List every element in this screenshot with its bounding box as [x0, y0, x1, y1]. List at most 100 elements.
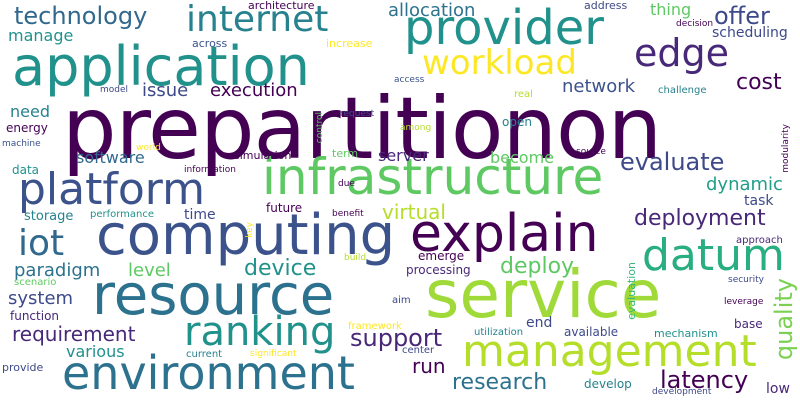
word-increase: increase — [326, 37, 373, 50]
word-real: real — [514, 89, 533, 100]
word-base: base — [734, 317, 763, 331]
word-resource: resource — [92, 263, 335, 328]
word-workload: workload — [422, 43, 577, 83]
word-build: build — [344, 253, 367, 263]
word-internet: internet — [186, 0, 329, 40]
word-paradigm: paradigm — [14, 260, 101, 281]
word-environment: environment — [62, 346, 355, 400]
word-end: end — [526, 315, 553, 331]
word-service: service — [425, 256, 662, 333]
word-virtual: virtual — [382, 200, 446, 224]
word-provide: provide — [2, 361, 44, 374]
word-across: across — [192, 37, 228, 50]
word-become: become — [490, 148, 555, 167]
word-issue: issue — [142, 80, 189, 101]
word-provider: provider — [404, 0, 604, 56]
word-evaluate: evaluate — [620, 148, 725, 176]
word-mechanism: mechanism — [654, 327, 718, 340]
word-explain: explain — [410, 204, 599, 264]
word-cost: cost — [736, 70, 782, 95]
word-ranking: ranking — [184, 309, 336, 355]
word-emerge: emerge — [418, 249, 465, 263]
word-level: level — [128, 260, 171, 281]
word-scenario: scenario — [14, 277, 57, 288]
word-world: world — [136, 143, 161, 153]
word-simulation: simulation — [234, 149, 292, 162]
word-benefit: benefit — [332, 209, 364, 219]
word-task: task — [744, 193, 774, 209]
word-datum: datum — [642, 230, 785, 281]
word-model: model — [100, 85, 129, 95]
word-network: network — [562, 76, 636, 97]
word-application: application — [12, 35, 310, 98]
word-server: server — [378, 146, 429, 165]
word-utilization: utilization — [474, 327, 524, 338]
word-deployment: deployment — [634, 206, 766, 231]
word-performance: performance — [90, 209, 155, 220]
word-prepartitionon: prepartitionon — [62, 79, 662, 179]
word-quality: quality — [770, 278, 798, 361]
word-platform: platform — [18, 164, 205, 215]
word-latency: latency — [660, 366, 749, 394]
word-system: system — [8, 288, 74, 309]
word-run: run — [412, 354, 446, 378]
word-allocation: allocation — [388, 0, 476, 21]
word-key: key — [245, 222, 255, 238]
word-function: function — [10, 309, 60, 323]
word-modularity: modularity — [781, 124, 791, 173]
word-center: center — [402, 345, 435, 356]
word-support: support — [350, 324, 443, 352]
word-due: due — [338, 179, 355, 189]
word-significant: significant — [250, 349, 297, 359]
word-address: address — [584, 0, 628, 12]
word-infrastructure: infrastructure — [262, 148, 604, 206]
word-framework: framework — [348, 321, 402, 332]
word-open: open — [502, 115, 532, 129]
word-aim: aim — [392, 295, 411, 306]
word-control: control — [315, 112, 325, 144]
word-term: term — [332, 147, 359, 160]
word-requirement: requirement — [12, 322, 136, 346]
word-source: source — [576, 147, 606, 157]
word-decision: decision — [676, 19, 714, 29]
word-software: software — [76, 148, 145, 167]
word-edge: edge — [634, 31, 729, 75]
word-research: research — [452, 370, 548, 395]
word-execution: execution — [210, 80, 298, 101]
word-among: among — [400, 123, 432, 133]
word-challenge: challenge — [658, 85, 707, 96]
word-deploy: deploy — [500, 254, 575, 279]
word-approach: approach — [736, 235, 783, 246]
word-security: security — [728, 275, 764, 285]
word-dynamic: dynamic — [706, 174, 783, 195]
word-access: access — [394, 75, 425, 85]
word-offer: offer — [714, 2, 770, 30]
word-information: information — [184, 165, 236, 175]
word-available: available — [564, 325, 619, 339]
word-iot: iot — [18, 223, 65, 264]
word-current: current — [186, 349, 223, 360]
word-data: data — [12, 163, 40, 177]
word-machine: machine — [2, 139, 41, 149]
word-device: device — [244, 256, 317, 281]
word-scheduling: scheduling — [712, 25, 788, 41]
word-time: time — [184, 207, 216, 223]
word-management: management — [462, 326, 757, 377]
word-manage: manage — [8, 26, 74, 45]
word-various: various — [66, 342, 125, 361]
word-evaluation: evaluation — [625, 262, 638, 320]
word-development: development — [652, 387, 712, 397]
word-energy: energy — [6, 121, 48, 135]
word-need: need — [10, 102, 50, 121]
word-processing: processing — [406, 263, 471, 277]
word-storage: storage — [24, 209, 74, 224]
word-technology: technology — [14, 2, 148, 30]
word-architecture: architecture — [248, 0, 315, 12]
word-future: future — [266, 201, 303, 215]
word-request: request — [340, 109, 375, 119]
word-low: low — [766, 381, 790, 397]
word-computing: computing — [96, 203, 396, 268]
word-thing: thing — [650, 0, 692, 19]
word-develop: develop — [584, 377, 632, 391]
